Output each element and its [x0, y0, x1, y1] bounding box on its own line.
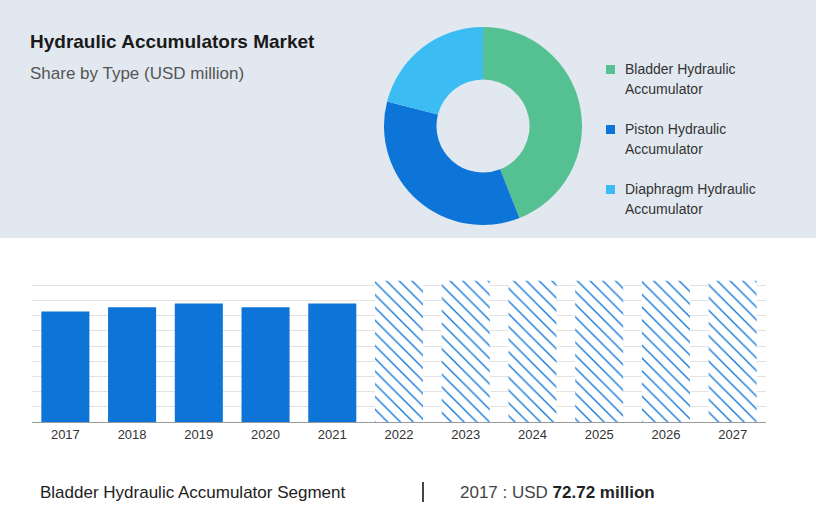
html-text:Bladder Hydraulic Accumulator: Bladder Hydraulic Accumulator [625, 61, 736, 97]
svg-text:2024: 2024 [518, 427, 547, 442]
svg-text:2022: 2022 [385, 427, 414, 442]
html-text:Share by Type (USD million): Share by Type (USD million) [30, 64, 245, 83]
html-text:Diaphragm Hydraulic Accumulato: Diaphragm Hydraulic Accumulator [625, 181, 756, 217]
svg-text:2025: 2025 [585, 427, 614, 442]
svg-text:2023: 2023 [451, 427, 480, 442]
svg-text:2020: 2020 [251, 427, 280, 442]
svg-text:2021: 2021 [318, 427, 347, 442]
html-text:Piston Hydraulic Accumulator: Piston Hydraulic Accumulator [625, 121, 727, 157]
svg-text:2026: 2026 [651, 427, 680, 442]
svg-text:2027: 2027 [718, 427, 747, 442]
svg-text:2017: 2017 [51, 427, 80, 442]
html-text:Bladder Hydraulic Accumulator: Bladder Hydraulic Accumulator Segment [40, 483, 346, 502]
svg-text:2018: 2018 [118, 427, 147, 442]
svg-text:2019: 2019 [184, 427, 213, 442]
html-text:Hydraulic Accumulators Market: Hydraulic Accumulators Market [30, 31, 315, 52]
html-text:2017 : USD 72.72 million: 2017 : USD 72.72 million [460, 483, 655, 502]
